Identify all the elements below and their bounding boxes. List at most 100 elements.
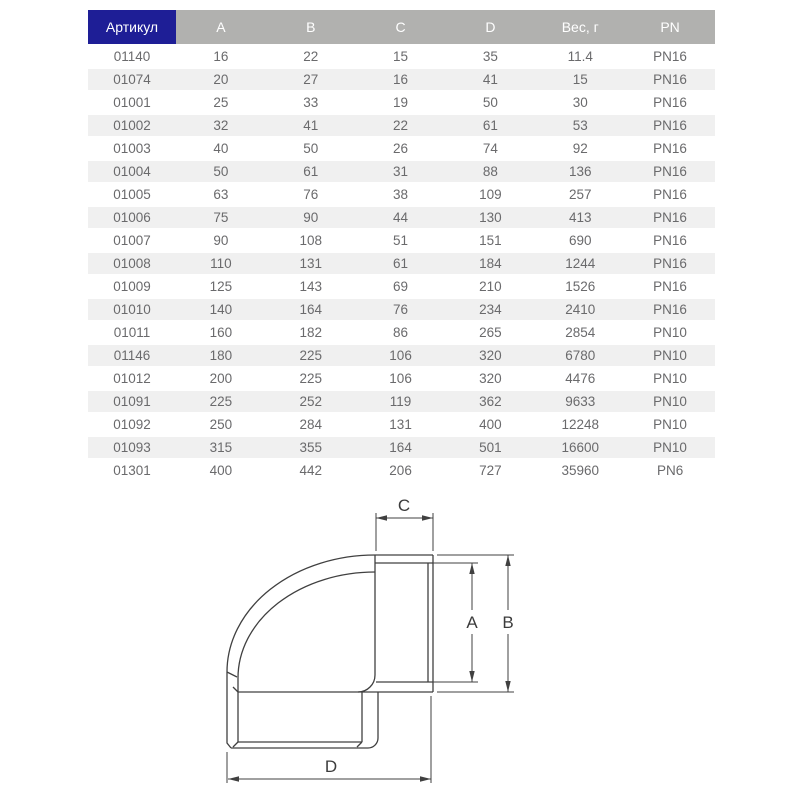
table-cell-b: 50 bbox=[265, 137, 356, 161]
table-cell-b: 131 bbox=[265, 252, 356, 276]
table-cell-pn: PN16 bbox=[625, 183, 715, 207]
table-cell-article: 01140 bbox=[88, 45, 176, 69]
column-header-b: B bbox=[265, 10, 356, 45]
table-cell-d: 74 bbox=[445, 137, 536, 161]
table-cell-c: 38 bbox=[355, 183, 446, 207]
table-header-row: Артикул A B C D Вес, г PN bbox=[88, 10, 715, 45]
table-cell-c: 69 bbox=[355, 275, 446, 299]
table-cell-pn: PN16 bbox=[625, 275, 715, 299]
table-cell-article: 01092 bbox=[88, 413, 176, 437]
table-cell-c: 15 bbox=[355, 45, 446, 69]
table-cell-a: 20 bbox=[176, 68, 266, 92]
table-cell-d: 41 bbox=[445, 68, 536, 92]
dim-label-b-bg bbox=[498, 610, 518, 634]
table-row: 01005 63 76 38 109 257 PN16 bbox=[88, 183, 715, 207]
table-row: 01002 32 41 22 61 53 PN16 bbox=[88, 114, 715, 138]
table-cell-a: 110 bbox=[176, 252, 266, 276]
table-cell-pn: PN10 bbox=[625, 390, 715, 414]
table-cell-a: 180 bbox=[176, 344, 266, 368]
table-cell-d: 35 bbox=[445, 45, 536, 69]
dim-label-c: C bbox=[398, 496, 410, 515]
table-cell-weight: 53 bbox=[535, 114, 626, 138]
column-header-pn: PN bbox=[625, 10, 715, 45]
table-cell-weight: 92 bbox=[535, 137, 626, 161]
table-cell-article: 01008 bbox=[88, 252, 176, 276]
table-cell-d: 400 bbox=[445, 413, 536, 437]
dimension-lines bbox=[226, 513, 514, 783]
table-cell-pn: PN16 bbox=[625, 114, 715, 138]
table-cell-article: 01146 bbox=[88, 344, 176, 368]
table-cell-b: 41 bbox=[265, 114, 356, 138]
table-cell-pn: PN10 bbox=[625, 367, 715, 391]
table-cell-c: 22 bbox=[355, 114, 446, 138]
table-cell-pn: PN16 bbox=[625, 68, 715, 92]
dim-label-a: A bbox=[466, 613, 478, 632]
table-cell-article: 01011 bbox=[88, 321, 176, 345]
table-cell-pn: PN10 bbox=[625, 344, 715, 368]
table-row: 01001 25 33 19 50 30 PN16 bbox=[88, 91, 715, 115]
table-cell-c: 131 bbox=[355, 413, 446, 437]
table-cell-weight: 11.4 bbox=[535, 45, 626, 69]
spec-table: Артикул A B C D Вес, г PN 01140 16 22 15 35 11.4 PN1… bbox=[88, 10, 715, 483]
table-row: 01006 75 90 44 130 413 PN16 bbox=[88, 206, 715, 230]
table-cell-d: 50 bbox=[445, 91, 536, 115]
table-row: 01009 125 143 69 210 1526 PN16 bbox=[88, 275, 715, 299]
table-cell-b: 284 bbox=[265, 413, 356, 437]
table-cell-d: 265 bbox=[445, 321, 536, 345]
table-cell-weight: 136 bbox=[535, 160, 626, 184]
table-cell-weight: 12248 bbox=[535, 413, 626, 437]
table-cell-weight: 690 bbox=[535, 229, 626, 253]
table-cell-d: 109 bbox=[445, 183, 536, 207]
table-cell-d: 320 bbox=[445, 344, 536, 368]
table-cell-d: 130 bbox=[445, 206, 536, 230]
table-cell-a: 160 bbox=[176, 321, 266, 345]
table-row: 01092 250 284 131 400 12248 PN10 bbox=[88, 413, 715, 437]
table-cell-c: 26 bbox=[355, 137, 446, 161]
table-cell-b: 164 bbox=[265, 298, 356, 322]
table-cell-b: 225 bbox=[265, 367, 356, 391]
table-cell-b: 33 bbox=[265, 91, 356, 115]
table-row: 01010 140 164 76 234 2410 PN16 bbox=[88, 298, 715, 322]
table-cell-weight: 1244 bbox=[535, 252, 626, 276]
table-cell-b: 442 bbox=[265, 459, 356, 483]
table-cell-d: 362 bbox=[445, 390, 536, 414]
table-cell-d: 727 bbox=[445, 459, 536, 483]
table-cell-weight: 6780 bbox=[535, 344, 626, 368]
table-cell-b: 225 bbox=[265, 344, 356, 368]
dim-label-d: D bbox=[325, 757, 337, 776]
table-cell-b: 143 bbox=[265, 275, 356, 299]
table-cell-pn: PN16 bbox=[625, 252, 715, 276]
table-cell-b: 76 bbox=[265, 183, 356, 207]
table-cell-a: 75 bbox=[176, 206, 266, 230]
dimension-labels: C A B D bbox=[325, 496, 518, 776]
table-row: 01004 50 61 31 88 136 PN16 bbox=[88, 160, 715, 184]
table-cell-weight: 257 bbox=[535, 183, 626, 207]
table-cell-c: 119 bbox=[355, 390, 446, 414]
table-cell-pn: PN16 bbox=[625, 45, 715, 69]
table-row: 01074 20 27 16 41 15 PN16 bbox=[88, 68, 715, 92]
table-cell-weight: 413 bbox=[535, 206, 626, 230]
table-row: 01140 16 22 15 35 11.4 PN16 bbox=[88, 45, 715, 69]
table-cell-d: 151 bbox=[445, 229, 536, 253]
table-cell-pn: PN16 bbox=[625, 229, 715, 253]
table-cell-pn: PN16 bbox=[625, 160, 715, 184]
table-row: 01007 90 108 51 151 690 PN16 bbox=[88, 229, 715, 253]
table-cell-weight: 2410 bbox=[535, 298, 626, 322]
table-row: 01091 225 252 119 362 9633 PN10 bbox=[88, 390, 715, 414]
column-header-d: D bbox=[445, 10, 536, 45]
table-cell-a: 400 bbox=[176, 459, 266, 483]
table-cell-article: 01003 bbox=[88, 137, 176, 161]
table-cell-d: 210 bbox=[445, 275, 536, 299]
table-cell-article: 01005 bbox=[88, 183, 176, 207]
table-cell-c: 61 bbox=[355, 252, 446, 276]
table-cell-article: 01301 bbox=[88, 459, 176, 483]
column-header-a: A bbox=[176, 10, 266, 45]
table-cell-pn: PN10 bbox=[625, 321, 715, 345]
table-cell-article: 01007 bbox=[88, 229, 176, 253]
table-row: 01011 160 182 86 265 2854 PN10 bbox=[88, 321, 715, 345]
table-cell-article: 01012 bbox=[88, 367, 176, 391]
dim-label-a-bg bbox=[462, 610, 482, 634]
table-cell-c: 76 bbox=[355, 298, 446, 322]
column-header-article: Артикул bbox=[88, 10, 176, 45]
table-cell-b: 252 bbox=[265, 390, 356, 414]
